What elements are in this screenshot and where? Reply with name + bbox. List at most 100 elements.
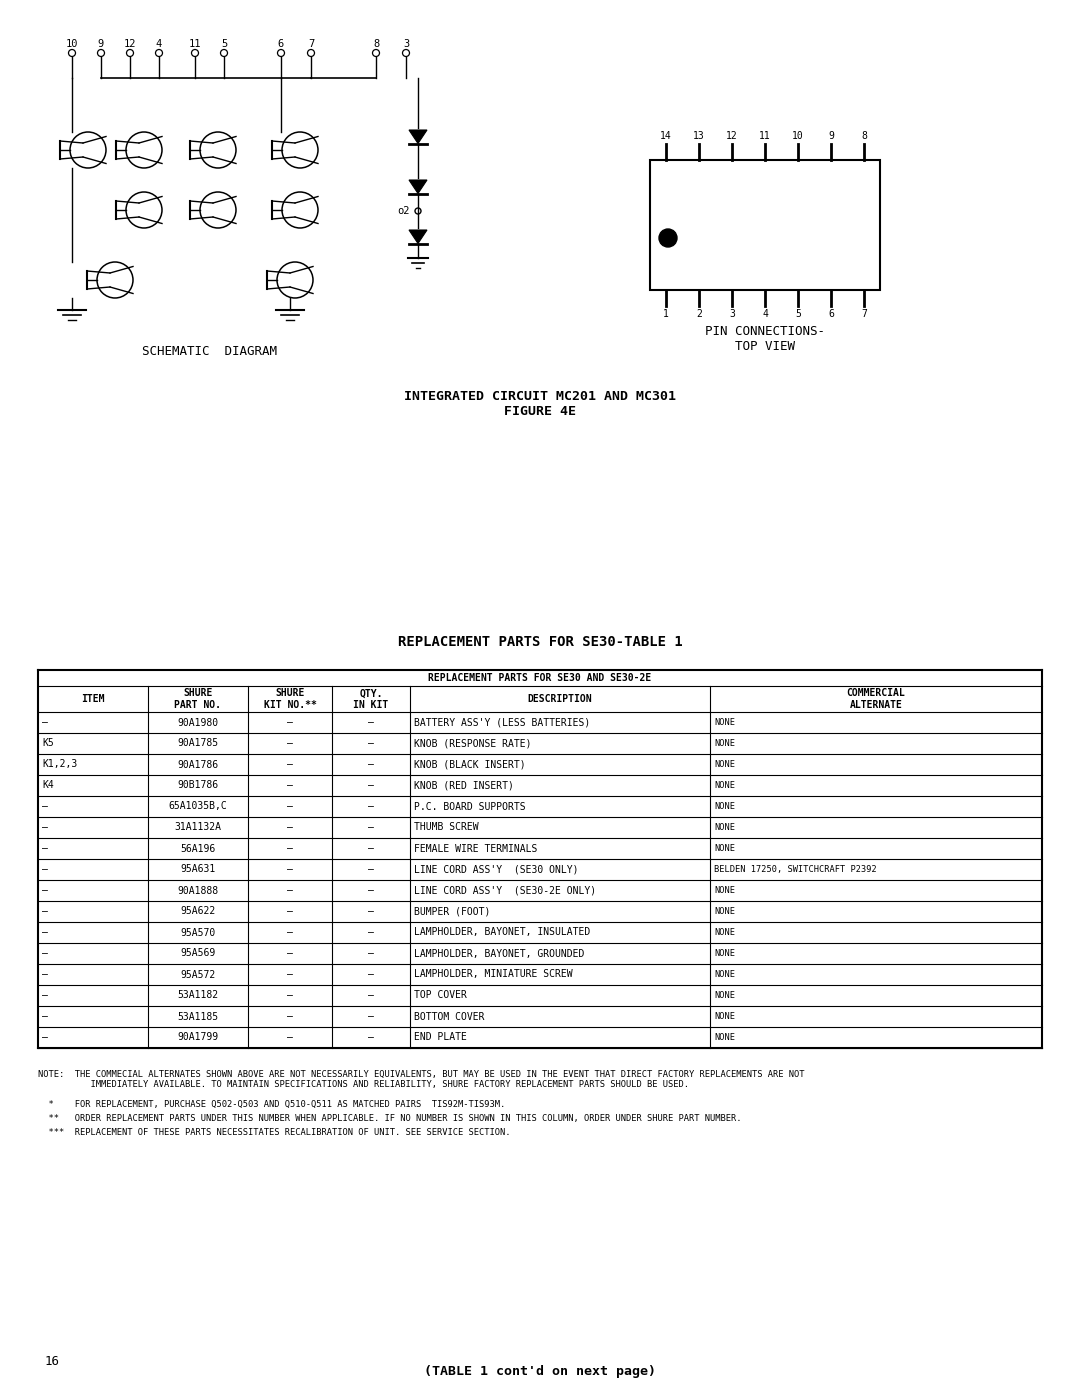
Text: K4: K4 bbox=[42, 780, 54, 790]
Text: NONE: NONE bbox=[714, 802, 735, 811]
Text: —: — bbox=[42, 865, 48, 875]
Polygon shape bbox=[409, 180, 427, 194]
Text: 3: 3 bbox=[729, 309, 734, 319]
Text: 7: 7 bbox=[308, 39, 314, 49]
Text: KNOB (BLACK INSERT): KNOB (BLACK INSERT) bbox=[414, 759, 526, 769]
Text: 5: 5 bbox=[795, 309, 801, 319]
Text: 95A622: 95A622 bbox=[180, 907, 216, 917]
Text: NONE: NONE bbox=[714, 970, 735, 979]
Text: BELDEN 17250, SWITCHCRAFT P2392: BELDEN 17250, SWITCHCRAFT P2392 bbox=[714, 865, 877, 873]
Text: —: — bbox=[368, 844, 374, 854]
Text: REPLACEMENT PARTS FOR SE30-TABLE 1: REPLACEMENT PARTS FOR SE30-TABLE 1 bbox=[397, 635, 683, 649]
Text: —: — bbox=[42, 928, 48, 937]
Text: NOTE:  THE COMMECIAL ALTERNATES SHOWN ABOVE ARE NOT NECESSARILY EQUIVALENTS, BUT: NOTE: THE COMMECIAL ALTERNATES SHOWN ABO… bbox=[38, 1070, 805, 1089]
Text: 7: 7 bbox=[861, 309, 867, 319]
Text: SHURE
PART NO.: SHURE PART NO. bbox=[175, 688, 221, 710]
Text: —: — bbox=[368, 970, 374, 979]
Polygon shape bbox=[409, 230, 427, 244]
Text: 6: 6 bbox=[278, 39, 284, 49]
Text: —: — bbox=[368, 907, 374, 917]
Text: 4: 4 bbox=[156, 39, 162, 49]
Text: BOTTOM COVER: BOTTOM COVER bbox=[414, 1011, 485, 1021]
Text: 5: 5 bbox=[221, 39, 227, 49]
Text: FEMALE WIRE TERMINALS: FEMALE WIRE TERMINALS bbox=[414, 844, 538, 854]
Text: 12: 12 bbox=[726, 131, 738, 141]
Circle shape bbox=[659, 228, 677, 247]
Text: NONE: NONE bbox=[714, 1034, 735, 1042]
Text: 9: 9 bbox=[828, 131, 834, 141]
Text: REPLACEMENT PARTS FOR SE30 AND SE30-2E: REPLACEMENT PARTS FOR SE30 AND SE30-2E bbox=[429, 673, 651, 683]
Text: —: — bbox=[42, 801, 48, 812]
Text: —: — bbox=[287, 717, 293, 727]
Text: SHURE
KIT NO.**: SHURE KIT NO.** bbox=[264, 688, 316, 710]
Text: INTEGRATED CIRCUIT MC201 AND MC301
FIGURE 4E: INTEGRATED CIRCUIT MC201 AND MC301 FIGUR… bbox=[404, 390, 676, 418]
Text: —: — bbox=[287, 780, 293, 790]
Text: —: — bbox=[42, 822, 48, 833]
Text: QTY.
IN KIT: QTY. IN KIT bbox=[353, 688, 389, 710]
Text: —: — bbox=[42, 844, 48, 854]
Text: —: — bbox=[368, 949, 374, 958]
Text: —: — bbox=[287, 907, 293, 917]
Text: PIN CONNECTIONS-
TOP VIEW: PIN CONNECTIONS- TOP VIEW bbox=[705, 325, 825, 352]
Text: —: — bbox=[287, 886, 293, 896]
Text: NONE: NONE bbox=[714, 990, 735, 1000]
Text: K1,2,3: K1,2,3 bbox=[42, 759, 78, 769]
Text: SCHEMATIC  DIAGRAM: SCHEMATIC DIAGRAM bbox=[143, 345, 278, 358]
Text: NONE: NONE bbox=[714, 886, 735, 894]
Text: —: — bbox=[287, 759, 293, 769]
Text: BATTERY ASS'Y (LESS BATTERIES): BATTERY ASS'Y (LESS BATTERIES) bbox=[414, 717, 591, 727]
Text: —: — bbox=[287, 970, 293, 979]
Text: 90A1785: 90A1785 bbox=[177, 738, 218, 748]
Text: 10: 10 bbox=[66, 39, 78, 49]
Bar bbox=[650, 160, 880, 290]
Text: —: — bbox=[42, 886, 48, 896]
Text: END PLATE: END PLATE bbox=[414, 1032, 467, 1042]
Text: NONE: NONE bbox=[714, 740, 735, 748]
Text: NONE: NONE bbox=[714, 823, 735, 832]
Text: 3: 3 bbox=[403, 39, 409, 49]
Text: 95A631: 95A631 bbox=[180, 865, 216, 875]
Text: 95A569: 95A569 bbox=[180, 949, 216, 958]
Text: —: — bbox=[368, 1011, 374, 1021]
Text: NONE: NONE bbox=[714, 717, 735, 727]
Text: KNOB (RESPONSE RATE): KNOB (RESPONSE RATE) bbox=[414, 738, 531, 748]
Text: DESCRIPTION: DESCRIPTION bbox=[528, 694, 592, 703]
Text: 90B1786: 90B1786 bbox=[177, 780, 218, 790]
Text: —: — bbox=[42, 1011, 48, 1021]
Text: —: — bbox=[368, 928, 374, 937]
Text: —: — bbox=[287, 949, 293, 958]
Text: 31A1132A: 31A1132A bbox=[175, 822, 221, 833]
Text: LAMPHOLDER, BAYONET, GROUNDED: LAMPHOLDER, BAYONET, GROUNDED bbox=[414, 949, 584, 958]
Text: COMMERCIAL
ALTERNATE: COMMERCIAL ALTERNATE bbox=[847, 688, 905, 710]
Text: NONE: NONE bbox=[714, 1011, 735, 1021]
Text: 65A1035B,C: 65A1035B,C bbox=[168, 801, 228, 812]
Text: —: — bbox=[368, 801, 374, 812]
Text: —: — bbox=[368, 780, 374, 790]
Text: 12: 12 bbox=[124, 39, 136, 49]
Text: 11: 11 bbox=[759, 131, 771, 141]
Text: —: — bbox=[287, 990, 293, 1000]
Text: 53A1185: 53A1185 bbox=[177, 1011, 218, 1021]
Text: —: — bbox=[287, 928, 293, 937]
Text: NONE: NONE bbox=[714, 844, 735, 853]
Text: 9: 9 bbox=[98, 39, 104, 49]
Text: —: — bbox=[42, 907, 48, 917]
Text: *    FOR REPLACEMENT, PURCHASE Q502-Q503 AND Q510-Q511 AS MATCHED PAIRS  TIS92M-: * FOR REPLACEMENT, PURCHASE Q502-Q503 AN… bbox=[38, 1100, 505, 1109]
Text: ITEM: ITEM bbox=[81, 694, 105, 703]
Text: —: — bbox=[287, 738, 293, 748]
Text: TOP COVER: TOP COVER bbox=[414, 990, 467, 1000]
Text: —: — bbox=[287, 865, 293, 875]
Text: NONE: NONE bbox=[714, 907, 735, 917]
Text: 90A1888: 90A1888 bbox=[177, 886, 218, 896]
Text: 11: 11 bbox=[189, 39, 201, 49]
Text: 53A1182: 53A1182 bbox=[177, 990, 218, 1000]
Text: 10: 10 bbox=[792, 131, 804, 141]
Text: 90A1980: 90A1980 bbox=[177, 717, 218, 727]
Text: —: — bbox=[368, 865, 374, 875]
Text: 8: 8 bbox=[861, 131, 867, 141]
Text: 56A196: 56A196 bbox=[180, 844, 216, 854]
Text: LINE CORD ASS'Y  (SE30 ONLY): LINE CORD ASS'Y (SE30 ONLY) bbox=[414, 865, 579, 875]
Text: —: — bbox=[42, 949, 48, 958]
Text: NONE: NONE bbox=[714, 761, 735, 769]
Text: —: — bbox=[368, 1032, 374, 1042]
